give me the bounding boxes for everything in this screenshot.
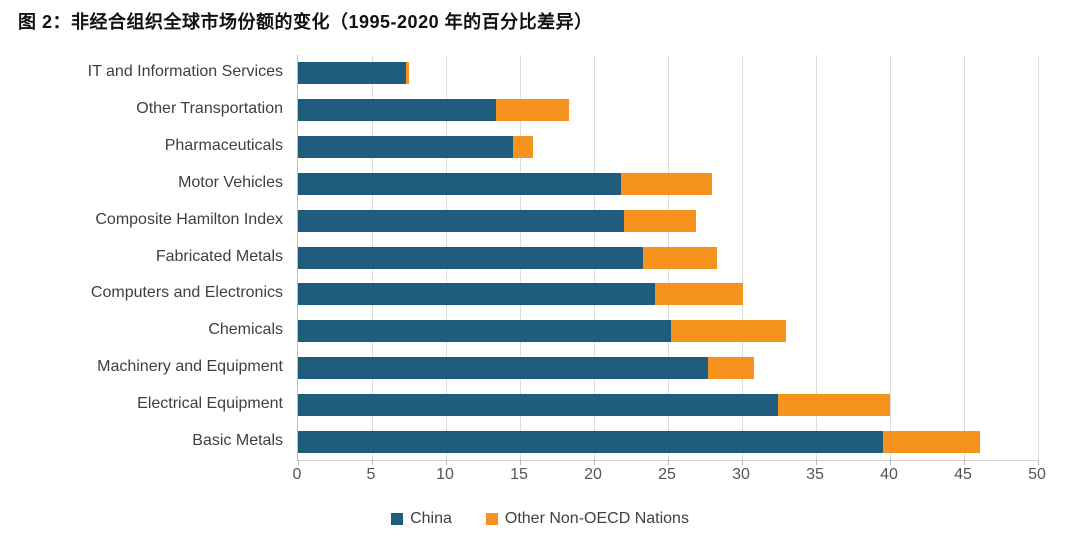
bar-segment-other-non-oecd — [623, 209, 697, 232]
plot-area — [297, 55, 1039, 465]
tick-mark-x-20 — [593, 460, 595, 465]
tick-mark-x-15 — [519, 460, 521, 465]
gridline-x-50 — [1037, 55, 1039, 460]
category-label: Other Transportation — [136, 100, 283, 118]
x-tick-label-25: 25 — [658, 466, 676, 483]
category-label: Composite Hamilton Index — [95, 210, 283, 228]
gridline-x-30 — [741, 55, 743, 460]
legend-label: China — [410, 510, 452, 527]
gridline-x-35 — [815, 55, 817, 460]
legend-item-china: China — [391, 510, 452, 528]
tick-mark-x-0 — [297, 460, 299, 465]
chart-title: 图 2：非经合组织全球市场份额的变化（1995-2020 年的百分比差异） — [18, 12, 593, 32]
gridline-x-40 — [889, 55, 891, 460]
tick-mark-x-35 — [815, 460, 817, 465]
bar-row — [298, 62, 1038, 85]
x-tick-label-15: 15 — [510, 466, 528, 483]
bar-segment-china — [298, 136, 513, 159]
bar-segment-other-non-oecd — [406, 62, 409, 85]
x-tick-label-50: 50 — [1028, 466, 1046, 483]
legend-swatch-icon — [391, 513, 404, 525]
x-tick-label-30: 30 — [732, 466, 750, 483]
bar-segment-china — [298, 283, 655, 306]
tick-mark-x-50 — [1037, 460, 1039, 465]
category-label: Fabricated Metals — [155, 247, 283, 265]
tick-mark-x-45 — [963, 460, 965, 465]
tick-mark-x-40 — [889, 460, 891, 465]
bar-segment-china — [298, 246, 643, 269]
tick-mark-x-10 — [445, 460, 447, 465]
x-tick-label-45: 45 — [954, 466, 972, 483]
bar-segment-china — [298, 430, 883, 453]
bar-row — [298, 209, 1038, 232]
category-label: Electrical Equipment — [137, 394, 283, 412]
bar-segment-china — [298, 62, 407, 85]
bar-segment-other-non-oecd — [512, 136, 534, 159]
bar-segment-other-non-oecd — [670, 320, 787, 343]
bar-segment-china — [298, 172, 621, 195]
tick-mark-x-25 — [667, 460, 669, 465]
bar-row — [298, 430, 1038, 453]
category-label: IT and Information Services — [87, 63, 283, 81]
bar-segment-china — [298, 393, 778, 416]
x-tick-label-5: 5 — [366, 466, 376, 483]
bar-segment-other-non-oecd — [654, 283, 744, 306]
category-label: Motor Vehicles — [178, 173, 283, 191]
bar-segment-china — [298, 209, 624, 232]
category-label: Chemicals — [208, 321, 283, 339]
bar-segment-other-non-oecd — [707, 356, 754, 379]
bar-segment-china — [298, 356, 708, 379]
category-label: Computers and Electronics — [90, 284, 283, 302]
bar-row — [298, 283, 1038, 306]
bar-row — [298, 99, 1038, 122]
bar-row — [298, 320, 1038, 343]
bar-segment-other-non-oecd — [496, 99, 569, 122]
tick-mark-x-30 — [741, 460, 743, 465]
bar-segment-other-non-oecd — [777, 393, 890, 416]
bar-segment-other-non-oecd — [620, 172, 713, 195]
category-label: Basic Metals — [192, 431, 283, 449]
bar-segment-china — [298, 99, 497, 122]
x-tick-label-40: 40 — [880, 466, 898, 483]
x-tick-label-35: 35 — [806, 466, 824, 483]
legend-swatch-icon — [485, 513, 498, 525]
category-label: Pharmaceuticals — [164, 137, 283, 155]
bar-segment-other-non-oecd — [882, 430, 981, 453]
bar-row — [298, 356, 1038, 379]
bar-row — [298, 136, 1038, 159]
legend-label: Other Non-OECD Nations — [504, 510, 689, 527]
bar-row — [298, 246, 1038, 269]
x-tick-label-0: 0 — [292, 466, 302, 483]
category-label: Machinery and Equipment — [97, 357, 283, 375]
x-tick-label-10: 10 — [436, 466, 454, 483]
tick-mark-x-5 — [371, 460, 373, 465]
gridline-x-45 — [963, 55, 965, 460]
legend: China Other Non-OECD Nations — [0, 510, 1080, 528]
x-tick-label-20: 20 — [584, 466, 602, 483]
bar-segment-china — [298, 320, 671, 343]
bar-row — [298, 172, 1038, 195]
bar-row — [298, 393, 1038, 416]
bar-segment-other-non-oecd — [642, 246, 717, 269]
legend-item-other-non-oecd: Other Non-OECD Nations — [485, 510, 689, 528]
